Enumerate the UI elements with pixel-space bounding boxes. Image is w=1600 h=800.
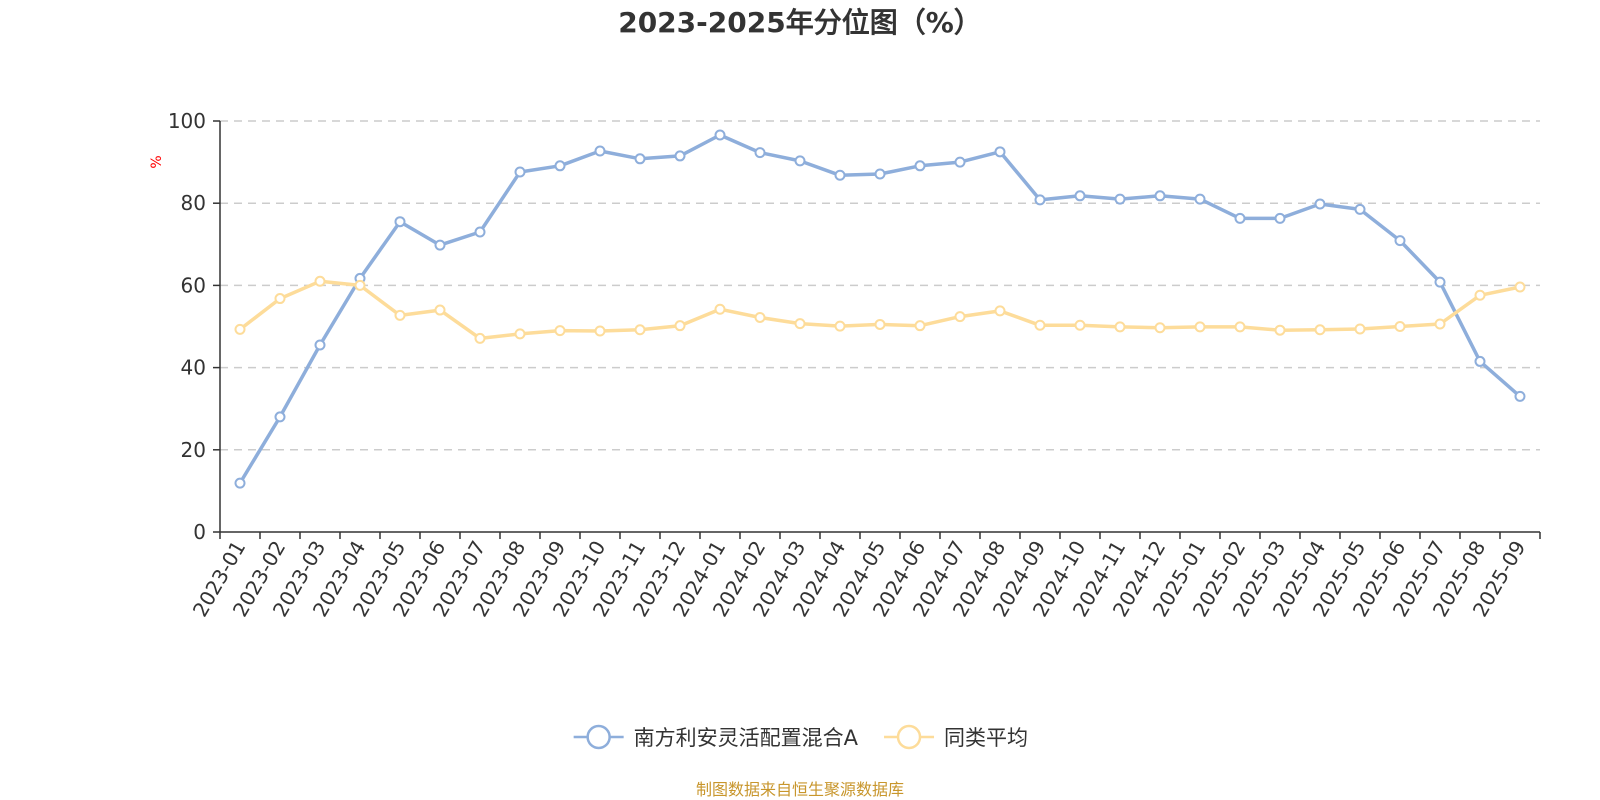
data-point (1074, 190, 1086, 202)
data-point (1394, 235, 1406, 247)
grid-lines (220, 120, 1540, 451)
data-point (994, 146, 1006, 158)
data-point (754, 147, 766, 159)
legend-label: 南方利安灵活配置混合A (634, 726, 859, 750)
data-point (394, 216, 406, 228)
data-point (1034, 194, 1046, 206)
data-point (1114, 193, 1126, 205)
data-point (994, 305, 1006, 317)
data-point (234, 477, 246, 489)
data-point (274, 411, 286, 423)
data-point (1434, 276, 1446, 288)
series-layer (234, 129, 1526, 489)
legend[interactable]: 南方利安灵活配置混合A 同类平均 (573, 724, 1028, 750)
data-point (874, 318, 886, 330)
data-point (594, 325, 606, 337)
data-point (1194, 193, 1206, 205)
data-point (274, 293, 286, 305)
data-point (914, 160, 926, 172)
y-tick-label: 100 (168, 109, 206, 133)
series-1 (234, 129, 1526, 489)
data-point (1194, 321, 1206, 333)
data-point (834, 169, 846, 181)
data-point (1234, 212, 1246, 224)
data-point (1274, 212, 1286, 224)
data-point (1274, 324, 1286, 336)
data-point (1514, 281, 1526, 293)
data-point (434, 239, 446, 251)
data-point (1114, 321, 1126, 333)
source-note: 制图数据来自恒生聚源数据库 (696, 780, 904, 799)
legend-item-1[interactable]: 南方利安灵活配置混合A (573, 724, 859, 750)
y-axis-unit-label: % (149, 155, 165, 168)
data-point (1474, 355, 1486, 367)
data-point (434, 304, 446, 316)
data-point (1474, 289, 1486, 301)
data-point (554, 325, 566, 337)
data-point (234, 323, 246, 335)
axes: 0204060801002023-012023-022023-032023-04… (168, 109, 1541, 621)
legend-label: 同类平均 (944, 726, 1028, 750)
data-point (1154, 190, 1166, 202)
y-tick-label: 40 (181, 356, 206, 380)
data-point (514, 328, 526, 340)
y-tick-label: 60 (181, 273, 206, 297)
data-point (1034, 319, 1046, 331)
data-point (714, 303, 726, 315)
data-point (1354, 203, 1366, 215)
data-point (794, 318, 806, 330)
data-point (1154, 322, 1166, 334)
data-point (1074, 319, 1086, 331)
data-point (874, 168, 886, 180)
data-point (1354, 323, 1366, 335)
data-point (514, 166, 526, 178)
data-point (314, 275, 326, 287)
data-point (354, 279, 366, 291)
data-point (1514, 390, 1526, 402)
data-point (474, 332, 486, 344)
data-point (1314, 324, 1326, 336)
data-point (1394, 321, 1406, 332)
data-point (394, 309, 406, 321)
data-point (314, 339, 326, 351)
y-tick-label: 0 (193, 520, 206, 544)
chart-title: 2023-2025年分位图（%） (618, 6, 982, 39)
legend-item-2[interactable]: 同类平均 (884, 724, 1028, 750)
data-point (834, 320, 846, 332)
data-point (674, 320, 686, 332)
series-line (238, 133, 1522, 485)
data-point (954, 156, 966, 168)
data-point (634, 153, 646, 165)
legend-marker (896, 724, 922, 750)
data-point (1314, 198, 1326, 210)
data-point (914, 320, 926, 332)
legend-marker (586, 724, 611, 750)
y-tick-label: 80 (181, 191, 206, 215)
data-point (1234, 321, 1246, 333)
data-point (714, 129, 726, 141)
data-point (674, 150, 686, 162)
data-point (794, 155, 806, 167)
y-tick-label: 20 (181, 438, 206, 462)
data-point (594, 145, 606, 157)
data-point (554, 160, 566, 172)
series-2 (234, 275, 1526, 344)
data-point (634, 324, 646, 336)
data-point (474, 226, 486, 238)
data-point (754, 311, 766, 323)
data-point (1434, 318, 1446, 330)
data-point (954, 311, 966, 323)
